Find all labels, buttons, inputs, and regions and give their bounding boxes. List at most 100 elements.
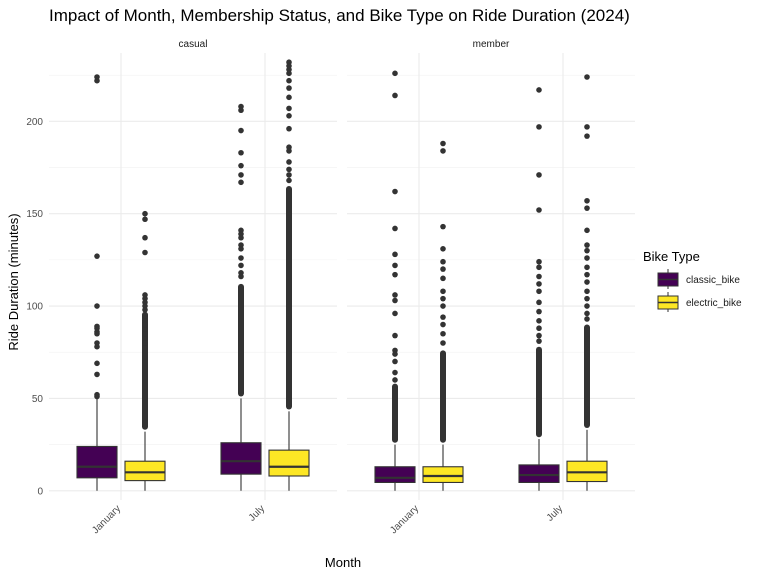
box-iqr [518, 464, 560, 484]
box-iqr [268, 449, 310, 477]
box-member-January-classic_bike [374, 70, 416, 491]
legend-title: Bike Type [643, 249, 700, 264]
box-iqr [76, 445, 118, 479]
outlier-point [286, 105, 292, 112]
outlier-cluster [440, 350, 446, 443]
outlier-point [238, 273, 244, 280]
outlier-point [584, 271, 590, 278]
y-tick-label: 100 [26, 302, 43, 313]
outlier-point [584, 264, 590, 271]
outlier-point [584, 255, 590, 261]
outlier-point [142, 306, 148, 313]
panel-member: member January July [347, 39, 635, 536]
outlier-point [142, 234, 148, 241]
outlier-point [584, 247, 590, 254]
outlier-point [238, 107, 244, 114]
outlier-point [584, 124, 590, 130]
outlier-point [286, 85, 292, 91]
outlier-point [238, 234, 244, 241]
outlier-point [286, 113, 292, 119]
facet-label-member: member [473, 39, 510, 50]
outlier-point [440, 321, 446, 328]
outlier-point [440, 303, 446, 309]
outlier-point [392, 251, 398, 258]
outlier-point [392, 92, 398, 99]
outlier-point [238, 127, 244, 134]
outlier-point [238, 255, 244, 261]
outlier-point [286, 125, 292, 132]
outlier-point [536, 273, 542, 280]
outlier-point [584, 303, 590, 309]
outlier-point [392, 358, 398, 365]
outlier-point [392, 188, 398, 195]
outlier-point [142, 210, 148, 217]
outlier-point [392, 332, 398, 339]
outlier-point [536, 299, 542, 306]
box-member-January-electric_bike [422, 140, 464, 491]
outlier-point [94, 371, 100, 378]
x-axis-title: Month [325, 555, 361, 570]
outlier-point [286, 94, 292, 101]
x-tick-label: January [388, 503, 421, 536]
outlier-point [440, 295, 446, 302]
outlier-point [440, 148, 446, 154]
outlier-point [536, 332, 542, 339]
outlier-point [142, 321, 148, 328]
outlier-point [584, 197, 590, 204]
x-tick-label: January [90, 503, 123, 536]
outlier-point [392, 377, 398, 383]
outlier-point [536, 325, 542, 332]
outlier-point [536, 338, 542, 344]
outlier-point [286, 77, 292, 84]
outlier-point [94, 74, 100, 80]
outlier-point [286, 159, 292, 165]
y-tick-label: 50 [32, 394, 44, 405]
outlier-point [392, 351, 398, 357]
outlier-point [536, 264, 542, 271]
outlier-point [142, 249, 148, 256]
x-tick-label: July [545, 503, 565, 523]
outlier-point [238, 245, 244, 252]
x-tick-label: July [247, 503, 267, 523]
outlier-point [94, 343, 100, 350]
chart-title: Impact of Month, Membership Status, and … [49, 6, 630, 25]
outlier-point [392, 297, 398, 304]
outlier-point [584, 242, 590, 248]
outlier-point [584, 205, 590, 211]
box-iqr [220, 442, 262, 475]
outlier-point [392, 225, 398, 232]
outlier-point [142, 312, 148, 319]
outlier-point [440, 140, 446, 147]
outlier-point [536, 308, 542, 315]
outlier-point [286, 172, 292, 178]
outlier-point [142, 216, 148, 223]
y-tick-label: 0 [37, 486, 43, 497]
outlier-point [536, 318, 542, 324]
outlier-cluster [286, 185, 292, 410]
outlier-cluster [536, 346, 542, 438]
legend-label-electric_bike: electric_bike [686, 298, 742, 309]
outlier-point [94, 303, 100, 309]
box-casual-January-classic_bike [76, 74, 118, 491]
outlier-point [392, 369, 398, 376]
outlier-point [536, 172, 542, 178]
facet-label-casual: casual [179, 39, 208, 50]
outlier-point [536, 207, 542, 213]
box-casual-January-electric_bike [124, 210, 166, 491]
outlier-point [584, 288, 590, 295]
outlier-point [440, 223, 446, 230]
outlier-point [584, 310, 590, 317]
legend-item-electric_bike: electric_bike [657, 292, 742, 312]
panel-casual: casual January July [49, 39, 337, 536]
box-iqr [422, 466, 464, 484]
outlier-point [440, 258, 446, 265]
y-tick-label: 150 [26, 209, 43, 220]
outlier-point [584, 295, 590, 302]
outlier-point [536, 258, 542, 265]
outlier-point [238, 162, 244, 169]
box-casual-July-classic_bike [220, 103, 262, 491]
outlier-point [584, 316, 590, 322]
outlier-point [584, 279, 590, 285]
y-axis-title: Ride Duration (minutes) [6, 213, 21, 350]
